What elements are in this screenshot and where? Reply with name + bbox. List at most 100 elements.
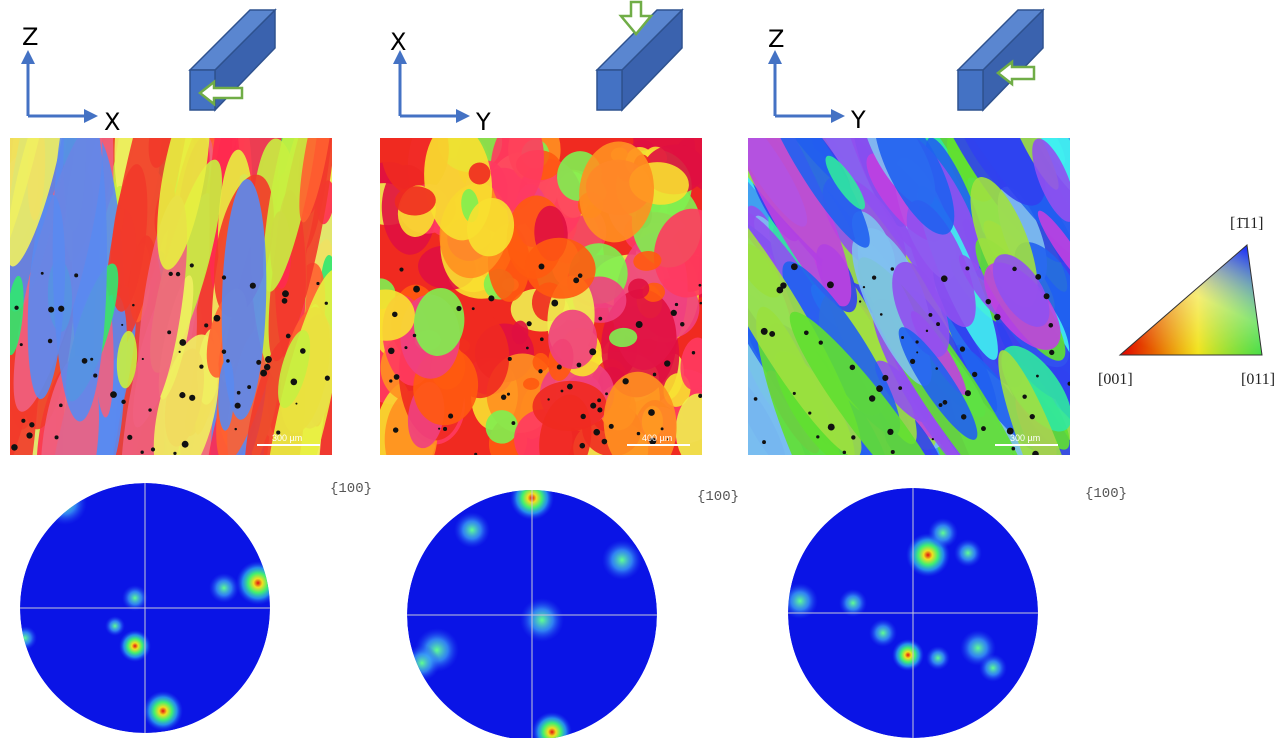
unindexed-pixel bbox=[1030, 414, 1035, 419]
unindexed-pixel bbox=[828, 424, 835, 431]
unindexed-pixel bbox=[648, 409, 655, 416]
unindexed-pixel bbox=[1032, 451, 1039, 458]
unindexed-pixel bbox=[961, 414, 966, 419]
unindexed-pixel bbox=[941, 275, 948, 282]
unindexed-pixel bbox=[898, 386, 902, 390]
unindexed-pixel bbox=[82, 358, 88, 364]
unindexed-pixel bbox=[234, 428, 236, 430]
unindexed-pixel bbox=[20, 343, 23, 346]
unindexed-pixel bbox=[501, 394, 506, 399]
unindexed-pixel bbox=[580, 443, 586, 449]
unindexed-pixel bbox=[474, 453, 477, 456]
unindexed-pixel bbox=[55, 435, 59, 439]
unindexed-pixel bbox=[590, 403, 596, 409]
unindexed-pixel bbox=[986, 299, 991, 304]
unindexed-pixel bbox=[300, 348, 306, 354]
unindexed-pixel bbox=[636, 321, 643, 328]
unindexed-pixel bbox=[816, 435, 819, 438]
unindexed-pixel bbox=[526, 347, 529, 350]
unindexed-pixel bbox=[121, 324, 123, 326]
unindexed-pixel bbox=[698, 394, 702, 398]
unindexed-pixel bbox=[325, 376, 330, 381]
pole-density-spot bbox=[13, 626, 37, 650]
pole-density-spot bbox=[43, 481, 87, 525]
color-key-right: [011] bbox=[1241, 371, 1275, 388]
unindexed-pixel bbox=[132, 304, 135, 307]
unindexed-pixel bbox=[316, 282, 319, 285]
pole-density-spot bbox=[236, 561, 280, 605]
unindexed-pixel bbox=[190, 263, 194, 267]
beam-front bbox=[958, 70, 983, 110]
unindexed-pixel bbox=[14, 306, 18, 310]
unindexed-pixel bbox=[887, 429, 893, 435]
unindexed-pixel bbox=[26, 432, 32, 438]
unindexed-pixel bbox=[179, 339, 186, 346]
unindexed-pixel bbox=[882, 375, 888, 381]
unindexed-pixel bbox=[700, 302, 703, 305]
unindexed-pixel bbox=[972, 372, 977, 377]
pole-density-spot bbox=[869, 619, 897, 647]
unindexed-pixel bbox=[653, 373, 657, 377]
unindexed-pixel bbox=[598, 317, 602, 321]
unindexed-pixel bbox=[507, 393, 510, 396]
unindexed-pixel bbox=[226, 359, 230, 363]
unindexed-pixel bbox=[176, 272, 180, 276]
unindexed-pixel bbox=[754, 397, 758, 401]
vertical-axis-label: X bbox=[390, 28, 406, 56]
unindexed-pixel bbox=[593, 429, 600, 436]
unindexed-pixel bbox=[394, 374, 400, 380]
pole-density-spot bbox=[119, 630, 151, 662]
unindexed-pixel bbox=[680, 322, 684, 326]
unindexed-pixel bbox=[141, 451, 144, 454]
unindexed-pixel bbox=[793, 392, 796, 395]
pole-density-spot bbox=[954, 539, 982, 567]
unindexed-pixel bbox=[872, 276, 876, 280]
unindexed-pixel bbox=[557, 364, 562, 369]
unindexed-pixel bbox=[1036, 375, 1039, 378]
unindexed-pixel bbox=[247, 385, 251, 389]
unindexed-pixel bbox=[167, 330, 171, 334]
scale-bar-label: 300 µm bbox=[272, 433, 302, 443]
pole-figure bbox=[782, 488, 1038, 738]
unindexed-pixel bbox=[511, 421, 515, 425]
unindexed-pixel bbox=[90, 358, 93, 361]
unindexed-pixel bbox=[981, 426, 986, 431]
unindexed-pixel bbox=[260, 370, 267, 377]
unindexed-pixel bbox=[393, 427, 398, 432]
beam-front bbox=[597, 70, 622, 110]
unindexed-pixel bbox=[199, 364, 203, 368]
unindexed-pixel bbox=[295, 403, 297, 405]
unindexed-pixel bbox=[488, 295, 494, 301]
unindexed-pixel bbox=[602, 439, 608, 445]
unindexed-pixel bbox=[804, 330, 809, 335]
pole-density-spot bbox=[926, 646, 950, 670]
unindexed-pixel bbox=[540, 337, 544, 341]
unindexed-pixel bbox=[538, 369, 542, 373]
unindexed-pixel bbox=[675, 303, 678, 306]
unindexed-pixel bbox=[863, 286, 865, 288]
unindexed-pixel bbox=[622, 378, 628, 384]
unindexed-pixel bbox=[994, 314, 1000, 320]
unindexed-pixel bbox=[182, 441, 189, 448]
unindexed-pixel bbox=[916, 351, 918, 353]
pole-figure bbox=[404, 476, 657, 738]
pole-figure-label: {100} bbox=[697, 489, 739, 505]
unindexed-pixel bbox=[59, 404, 63, 408]
unindexed-pixel bbox=[204, 323, 208, 327]
unindexed-pixel bbox=[597, 407, 602, 412]
color-key-top: [1̄11] bbox=[1230, 215, 1263, 232]
horizontal-axis-label: Y bbox=[850, 106, 866, 134]
unindexed-pixel bbox=[58, 306, 64, 312]
unindexed-pixel bbox=[573, 277, 579, 283]
unindexed-pixel bbox=[413, 334, 416, 337]
pole-density-spot bbox=[454, 512, 490, 548]
unindexed-pixel bbox=[539, 264, 545, 270]
unindexed-pixel bbox=[928, 313, 932, 317]
unindexed-pixel bbox=[448, 414, 453, 419]
unindexed-pixel bbox=[169, 272, 173, 276]
unindexed-pixel bbox=[74, 273, 78, 277]
unindexed-pixel bbox=[256, 360, 261, 365]
unindexed-pixel bbox=[780, 282, 786, 288]
pole-figure bbox=[13, 481, 280, 733]
unindexed-pixel bbox=[880, 313, 883, 316]
